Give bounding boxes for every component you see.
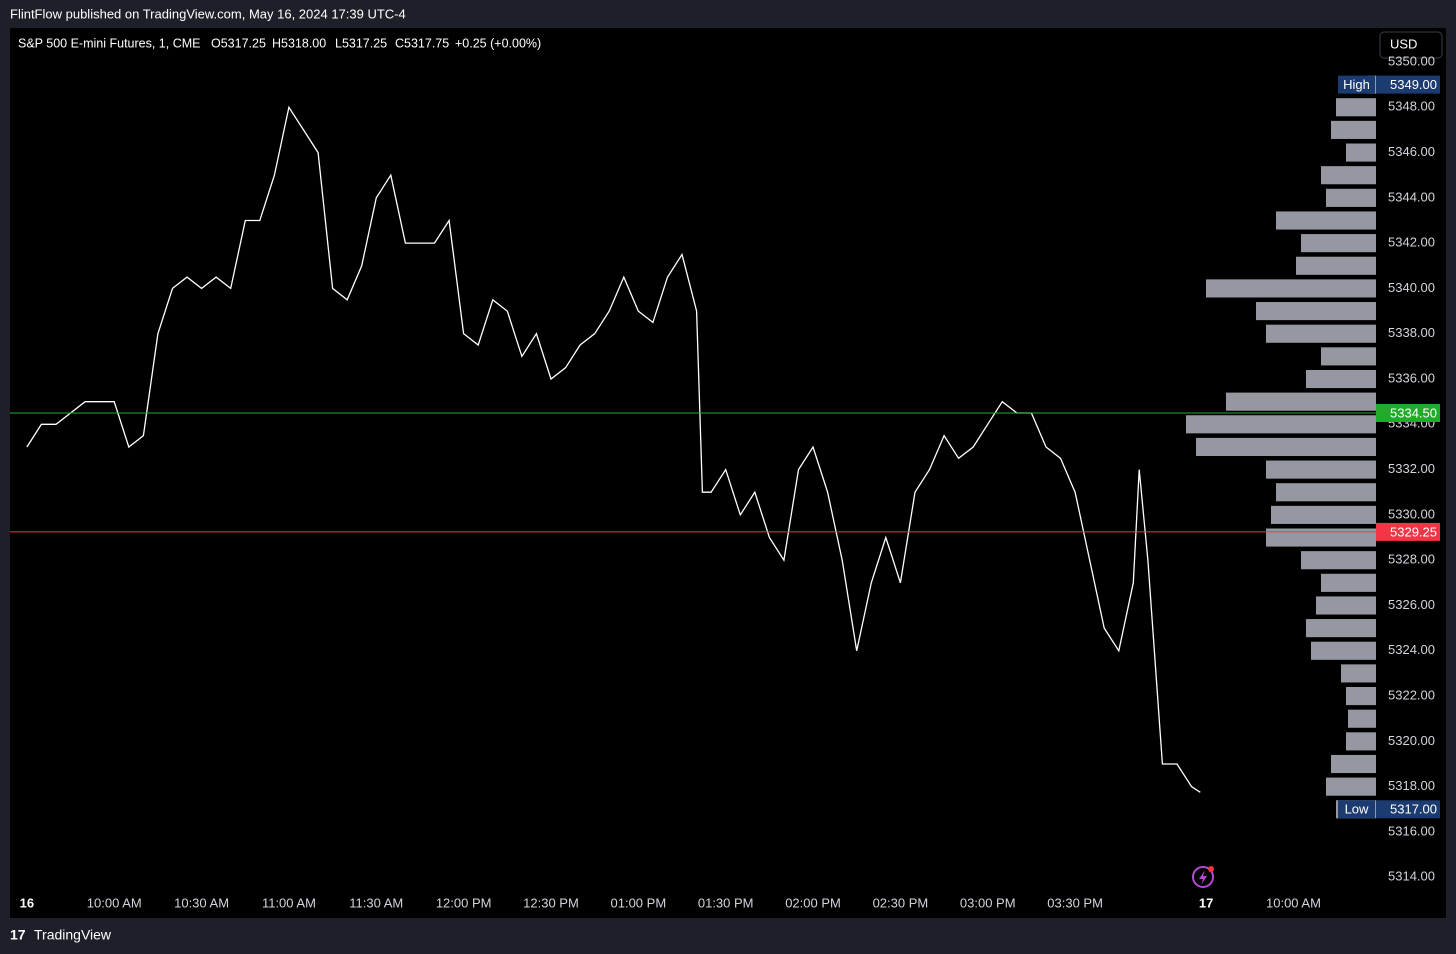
- price-level-tag: [1376, 403, 1440, 422]
- y-tick-label: 5332.00: [1388, 461, 1435, 476]
- x-tick-label: 12:00 PM: [436, 895, 492, 910]
- extreme-tag: [1376, 800, 1440, 819]
- symbol: S&P 500 E-mini Futures, 1, CME: [18, 36, 200, 50]
- profile-bar: [1301, 234, 1376, 253]
- x-tick-label: 03:00 PM: [960, 895, 1016, 910]
- extreme-value: 5349.00: [1390, 77, 1437, 92]
- extreme-value: 5317.00: [1390, 802, 1437, 817]
- extreme-name: Low: [1345, 802, 1369, 817]
- icon-bolt[interactable]: [1199, 870, 1207, 885]
- x-tick-label: 03:30 PM: [1047, 895, 1103, 910]
- change: +0.25 (+0.00%): [455, 36, 541, 50]
- y-tick-label: 5322.00: [1388, 688, 1435, 703]
- profile-bar: [1296, 256, 1376, 275]
- y-tick-label: 5324.00: [1388, 642, 1435, 657]
- y-tick-label: 5320.00: [1388, 733, 1435, 748]
- close: C5317.75: [395, 36, 449, 50]
- profile-bar: [1266, 460, 1376, 479]
- extreme-tag: [1376, 75, 1440, 94]
- profile-bar: [1321, 347, 1376, 366]
- profile-bar: [1346, 687, 1376, 706]
- x-tick-label: 01:00 PM: [611, 895, 667, 910]
- profile-bar: [1341, 664, 1376, 683]
- profile-bar: [1316, 596, 1376, 615]
- currency-button[interactable]: USD: [1379, 31, 1443, 59]
- profile-bar: [1311, 641, 1376, 660]
- x-tick-label: 11:30 AM: [349, 895, 403, 910]
- profile-bar: [1326, 777, 1376, 796]
- button-label[interactable]: USD: [1390, 36, 1417, 51]
- profile-bar: [1276, 211, 1376, 230]
- y-tick-label: 5346.00: [1388, 144, 1435, 159]
- profile-bar: [1326, 188, 1376, 207]
- alert-icon[interactable]: [1192, 866, 1214, 888]
- y-tick-label: 5344.00: [1388, 189, 1435, 204]
- x-tick-label: 17: [1199, 895, 1213, 910]
- y-tick-label: 5328.00: [1388, 552, 1435, 567]
- y-tick-label: 5336.00: [1388, 370, 1435, 385]
- low: L5317.25: [335, 36, 387, 50]
- profile-bar: [1186, 415, 1376, 434]
- x-tick-label: 02:30 PM: [873, 895, 929, 910]
- profile-bar: [1331, 754, 1376, 774]
- profile-bar: [1226, 392, 1376, 411]
- icon-ring[interactable]: [1192, 866, 1214, 888]
- chart-area: [10, 28, 1446, 918]
- y-tick-label: 5330.00: [1388, 506, 1435, 521]
- profile-bar: [1306, 369, 1376, 389]
- extreme-name: High: [1343, 77, 1370, 92]
- profile-bar: [1266, 324, 1376, 343]
- profile-bar: [1331, 120, 1376, 139]
- y-tick-label: 5342.00: [1388, 235, 1435, 250]
- x-tick-label: 11:00 AM: [262, 895, 316, 910]
- profile-bar: [1306, 619, 1376, 638]
- profile-bar: [1336, 98, 1376, 117]
- profile-bar: [1348, 709, 1376, 728]
- profile-bar: [1266, 528, 1376, 547]
- extreme-name-tag: [1338, 75, 1375, 94]
- y-tick-label: 5350.00: [1388, 53, 1435, 68]
- profile-bar: [1346, 143, 1376, 162]
- profile-bar: [1196, 437, 1376, 457]
- y-tick-label: 5318.00: [1388, 778, 1435, 793]
- footer: 17 TradingView: [10, 927, 112, 943]
- profile-bar: [1346, 732, 1376, 751]
- x-tick-label: 10:00 AM: [1266, 895, 1321, 910]
- publisher-line: FlintFlow published on TradingView.com, …: [10, 6, 406, 21]
- open: O5317.25: [211, 36, 266, 50]
- extreme-name-tag: [1338, 800, 1375, 819]
- profile-bar: [1271, 505, 1376, 524]
- x-tick-label: 12:30 PM: [523, 895, 579, 910]
- y-tick-label: 5340.00: [1388, 280, 1435, 295]
- profile-bar: [1256, 302, 1376, 321]
- profile-bar: [1321, 573, 1376, 592]
- y-tick-label: 5326.00: [1388, 597, 1435, 612]
- brand-logo: 17: [10, 927, 26, 943]
- price-level-label: 5334.50: [1390, 405, 1437, 420]
- x-tick-label: 10:00 AM: [87, 895, 142, 910]
- profile-bar: [1321, 166, 1376, 185]
- x-tick-label: 01:30 PM: [698, 895, 754, 910]
- y-tick-label: 5338.00: [1388, 325, 1435, 340]
- high: H5318.00: [272, 36, 326, 50]
- price-level-tag: [1376, 522, 1440, 541]
- profile-bar: [1206, 279, 1376, 298]
- button-frame[interactable]: [1379, 31, 1443, 59]
- x-tick-label: 16: [20, 895, 34, 910]
- legend: S&P 500 E-mini Futures, 1, CME O5317.25 …: [18, 36, 541, 50]
- profile-bar: [1276, 483, 1376, 502]
- y-tick-label: 5314.00: [1388, 869, 1435, 884]
- y-tick-label: 5348.00: [1388, 99, 1435, 114]
- price-level-label: 5329.25: [1390, 524, 1437, 539]
- icon-dot[interactable]: [1208, 866, 1214, 872]
- profile-bar: [1301, 551, 1376, 570]
- x-tick-label: 10:30 AM: [174, 895, 229, 910]
- x-tick-label: 02:00 PM: [785, 895, 841, 910]
- y-tick-label: 5316.00: [1388, 823, 1435, 838]
- brand: TradingView: [34, 927, 112, 943]
